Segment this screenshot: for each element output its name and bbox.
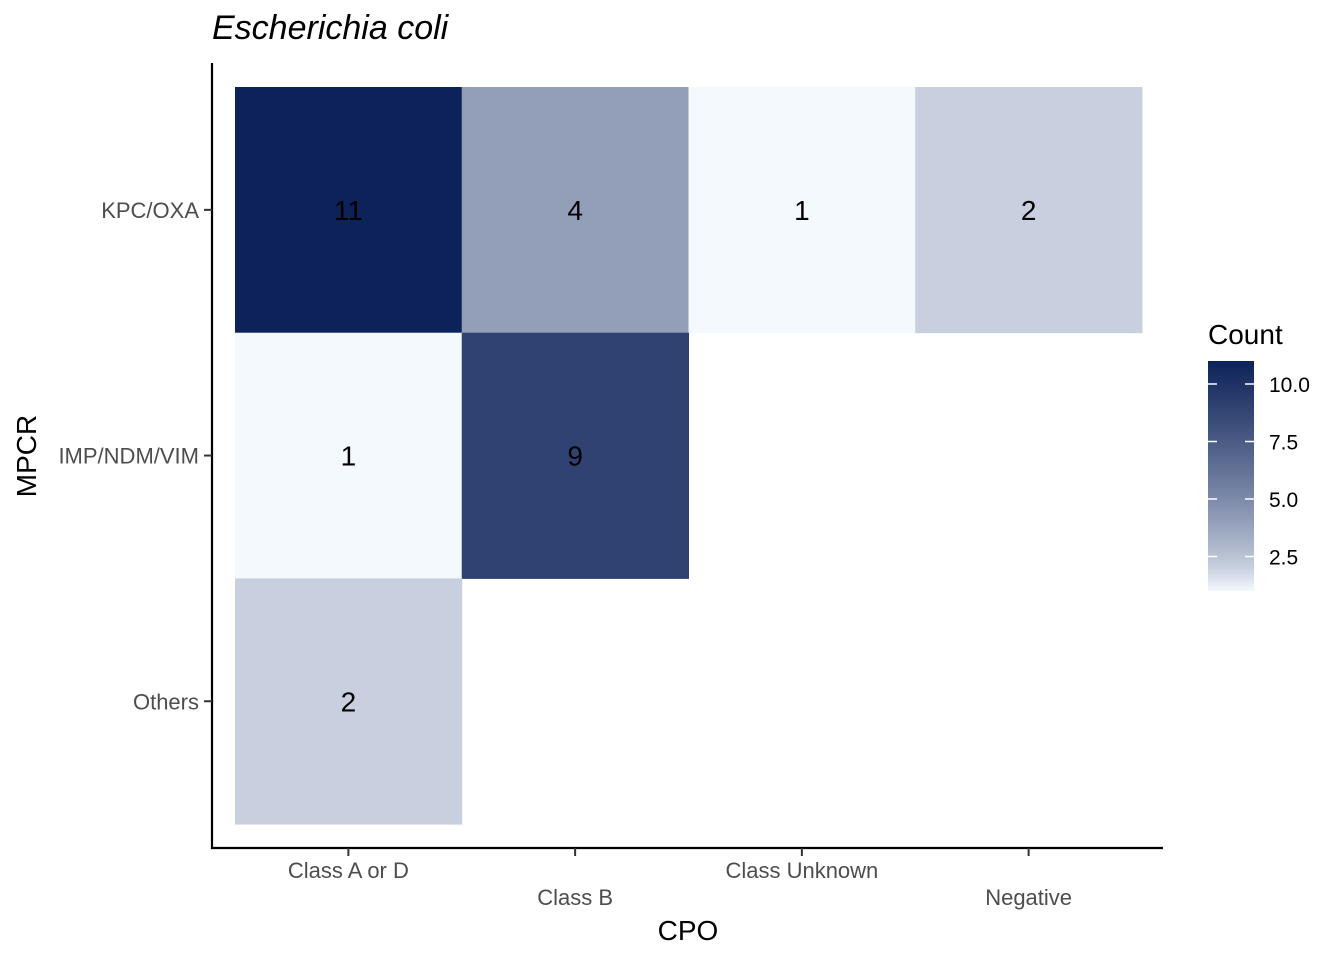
- x-tick-label-class-a-or-d: Class A or D: [288, 858, 409, 883]
- x-tick-label-class-unknown: Class Unknown: [725, 858, 878, 883]
- legend-tick-label: 7.5: [1269, 432, 1298, 455]
- cell-value-label-class-a-or-d-imp-ndm-vim: 1: [341, 441, 357, 472]
- x-axis-ticks: Class A or D Class B Class Unknown Negative: [288, 848, 1072, 910]
- cell-value-label-class-b-kpc-oxa: 4: [567, 195, 583, 226]
- heatmap-cell-class-b-imp-ndm-vim: [461, 332, 689, 579]
- legend-title: Count: [1208, 319, 1283, 350]
- heatmap-cell-class-unknown-kpc-oxa: [688, 87, 916, 334]
- cell-value-label-class-a-or-d-kpc-oxa: 11: [334, 195, 363, 226]
- chart-title: Escherichia coli: [212, 9, 450, 47]
- x-tick-label-class-b: Class B: [537, 885, 613, 910]
- legend-tick-label: 5.0: [1269, 489, 1298, 512]
- color-legend: Count 10.0 7.5 5.0 2.5: [1208, 319, 1310, 591]
- cell-value-label-negative-kpc-oxa: 2: [1021, 195, 1037, 226]
- y-tick-label-kpc-oxa: KPC/OXA: [101, 198, 199, 223]
- heatmap-cell-labels: 11 4 1 2 1 9 2: [334, 195, 1037, 717]
- y-tick-label-imp-ndm-vim: IMP/NDM/VIM: [58, 444, 199, 469]
- legend-colorbar: [1208, 361, 1254, 591]
- heatmap-cells: [235, 87, 1143, 825]
- cell-value-label-class-unknown-kpc-oxa: 1: [794, 195, 810, 226]
- heatmap-cell-class-a-or-d-kpc-oxa: [235, 87, 463, 334]
- y-tick-label-others: Others: [133, 689, 199, 714]
- cell-value-label-class-b-imp-ndm-vim: 9: [567, 441, 583, 472]
- heatmap-cell-class-a-or-d-others: [235, 578, 463, 825]
- y-axis-ticks: KPC/OXA IMP/NDM/VIM Others: [58, 198, 212, 714]
- heatmap-cell-negative-kpc-oxa: [915, 87, 1143, 334]
- legend-tick-label: 2.5: [1269, 547, 1298, 570]
- x-axis-title: CPO: [658, 915, 719, 946]
- legend-ticks: 10.0 7.5 5.0 2.5: [1208, 374, 1310, 570]
- heatmap-cell-class-b-kpc-oxa: [461, 87, 689, 334]
- heatmap-cell-class-a-or-d-imp-ndm-vim: [235, 332, 463, 579]
- legend-tick-label: 10.0: [1269, 374, 1310, 397]
- x-tick-label-negative: Negative: [985, 885, 1072, 910]
- y-axis-title: MPCR: [11, 415, 42, 497]
- cell-value-label-class-a-or-d-others: 2: [341, 686, 357, 717]
